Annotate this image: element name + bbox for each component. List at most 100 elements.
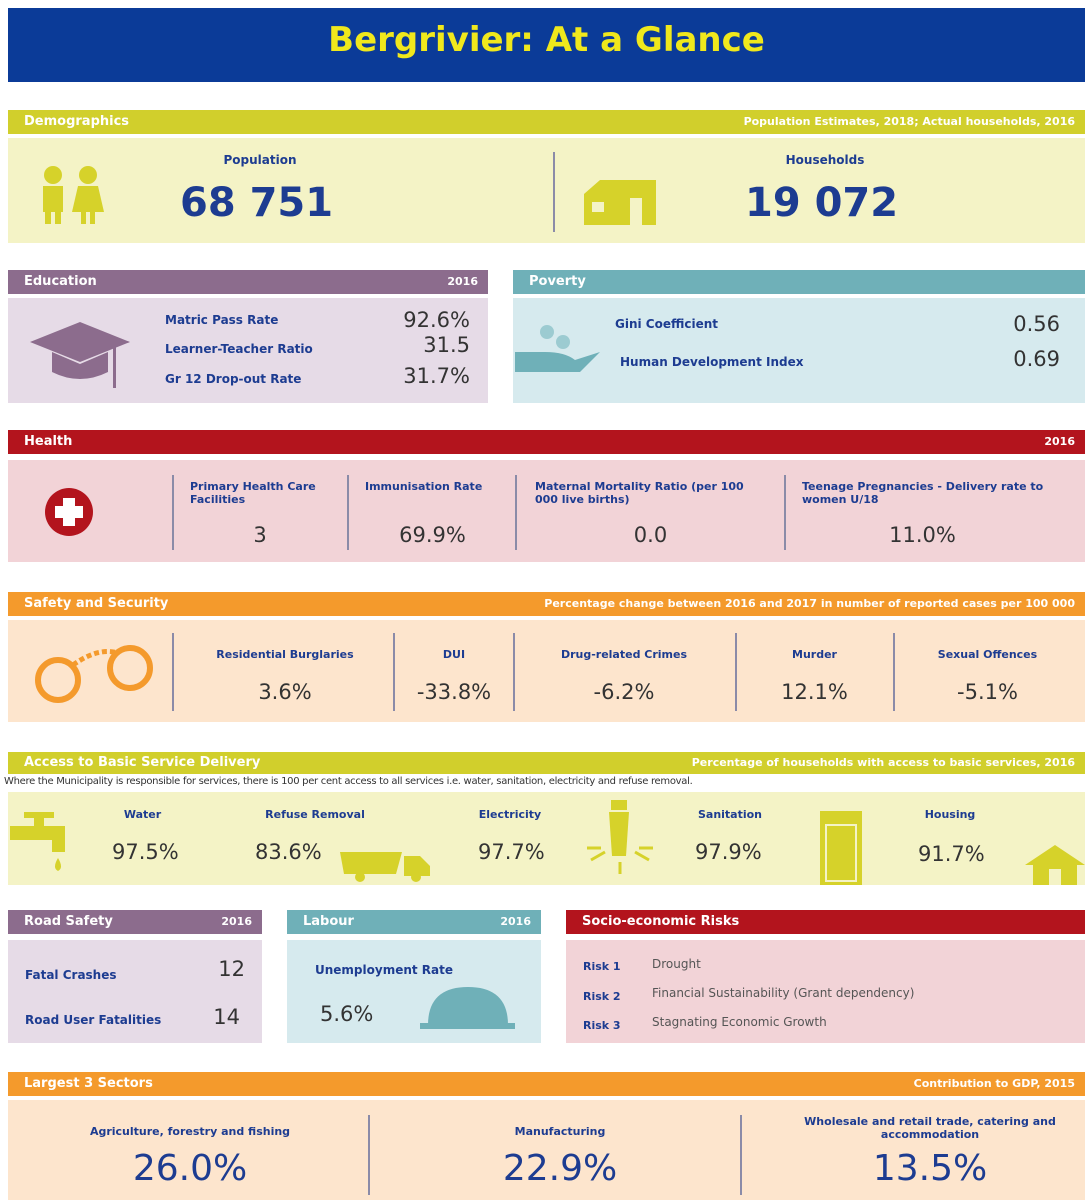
- header-year: 2016: [1044, 435, 1075, 448]
- home-icon: [1025, 845, 1085, 885]
- label: Risk 2: [583, 990, 621, 1003]
- separator: [172, 475, 174, 550]
- value: 0.0: [633, 523, 668, 547]
- header-year: 2016: [500, 915, 531, 928]
- section-header: Labour 2016: [287, 910, 541, 934]
- label: Primary Health Care Facilities: [190, 480, 316, 506]
- separator: [368, 1115, 370, 1195]
- section-header: Road Safety 2016: [8, 910, 262, 934]
- label: Drug-related Crimes: [560, 648, 688, 661]
- section-body: [8, 138, 1085, 243]
- helmet-icon: [420, 987, 515, 1029]
- truck-icon: [340, 852, 430, 882]
- label: DUI: [442, 648, 466, 661]
- label: Matric Pass Rate: [165, 313, 279, 327]
- label: Learner-Teacher Ratio: [165, 342, 313, 356]
- label: Human Development Index: [620, 355, 804, 369]
- people-icon: [43, 166, 104, 224]
- section-header: Poverty: [513, 270, 1085, 294]
- value: 14: [213, 1005, 240, 1029]
- section-body: [513, 298, 1085, 403]
- label: Murder: [792, 648, 837, 661]
- separator: [784, 475, 786, 550]
- section-header: Demographics Population Estimates, 2018; …: [8, 110, 1085, 134]
- separator: [513, 633, 515, 711]
- header-note: Percentage change between 2016 and 2017 …: [544, 597, 1075, 610]
- value: 97.5%: [112, 840, 179, 864]
- section-header: Access to Basic Service Delivery Percenta…: [8, 752, 1085, 774]
- label: Agriculture, forestry and fishing: [89, 1125, 291, 1138]
- label: Maternal Mortality Ratio (per 100 000 li…: [535, 480, 744, 506]
- bulb-icon: [587, 800, 653, 874]
- label: Gr 12 Drop-out Rate: [165, 372, 302, 386]
- label: Manufacturing: [514, 1125, 606, 1138]
- label: Immunisation Rate: [365, 480, 483, 493]
- house-icon: [584, 180, 656, 225]
- value: 3: [253, 523, 267, 547]
- header-year: 2016: [447, 275, 478, 288]
- label: Electricity: [478, 808, 542, 821]
- risk-text: Stagnating Economic Growth: [652, 1015, 827, 1029]
- value: 92.6%: [403, 308, 470, 332]
- separator: [172, 633, 174, 711]
- header-text: Poverty: [529, 274, 586, 289]
- cap-icon: [30, 322, 130, 388]
- toilet-icon: [820, 811, 862, 885]
- subnote: Where the Municipality is responsible fo…: [4, 776, 693, 787]
- label: Housing: [924, 808, 976, 821]
- separator: [740, 1115, 742, 1195]
- value: 91.7%: [918, 842, 985, 866]
- value: 83.6%: [255, 840, 322, 864]
- value: 0.56: [1013, 312, 1060, 336]
- handcuffs-icon: [35, 645, 153, 703]
- value: 31.5: [423, 333, 470, 357]
- value: 5.6%: [320, 1002, 374, 1026]
- value: 69.9%: [399, 523, 466, 547]
- section-header: Socio-economic Risks: [566, 910, 1085, 934]
- header-text: Health: [24, 434, 73, 449]
- header-text: Access to Basic Service Delivery: [24, 755, 261, 770]
- hand-icon: [515, 325, 600, 372]
- value: 13.5%: [872, 1148, 988, 1189]
- label: Residential Burglaries: [216, 648, 354, 661]
- header-text: Socio-economic Risks: [582, 914, 740, 929]
- header-text: Demographics: [24, 114, 130, 129]
- risk-text: Drought: [652, 957, 701, 971]
- risk-text: Financial Sustainability (Grant dependen…: [652, 986, 915, 1000]
- value: 97.9%: [695, 840, 762, 864]
- header-year: 2016: [221, 915, 252, 928]
- cross-icon: [45, 488, 93, 536]
- header-text: Largest 3 Sectors: [24, 1076, 153, 1091]
- value: 68 751: [180, 180, 334, 226]
- section-body: [8, 792, 1085, 885]
- label: Unemployment Rate: [315, 963, 454, 977]
- value: -33.8%: [416, 680, 492, 704]
- section-header: Largest 3 Sectors Contribution to GDP, 20…: [8, 1072, 1085, 1096]
- value: 97.7%: [478, 840, 545, 864]
- section-header: Safety and Security Percentage change bet…: [8, 592, 1085, 616]
- separator: [553, 152, 555, 232]
- section-body: [8, 1100, 1085, 1200]
- label: Sexual Offences: [937, 648, 1038, 661]
- value: 19 072: [745, 180, 899, 226]
- separator: [735, 633, 737, 711]
- value: 12: [218, 957, 245, 981]
- value: -5.1%: [957, 680, 1018, 704]
- label: Population: [223, 153, 297, 167]
- section-body: [8, 460, 1085, 562]
- section-body: [566, 940, 1085, 1043]
- label: Gini Coefficient: [615, 317, 719, 331]
- header-note: Contribution to GDP, 2015: [913, 1077, 1075, 1090]
- value: 26.0%: [132, 1148, 248, 1189]
- label: Road User Fatalities: [25, 1013, 162, 1027]
- label: Wholesale and retail trade, catering and…: [804, 1115, 1056, 1141]
- separator: [515, 475, 517, 550]
- value: 11.0%: [889, 523, 956, 547]
- separator: [393, 633, 395, 711]
- separator: [893, 633, 895, 711]
- section-header: Health 2016: [8, 430, 1085, 454]
- header-text: Education: [24, 274, 97, 289]
- value: -6.2%: [593, 680, 655, 704]
- label: Risk 1: [583, 960, 621, 973]
- value: 22.9%: [502, 1148, 618, 1189]
